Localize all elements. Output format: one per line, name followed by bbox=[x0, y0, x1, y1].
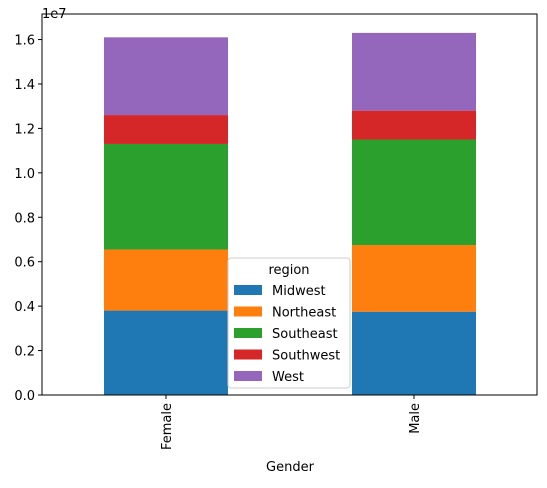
bars-layer bbox=[104, 32, 476, 395]
legend-swatch-midwest bbox=[234, 285, 262, 295]
x-axis: Female Male bbox=[160, 395, 423, 450]
y-tick-label: 0.8 bbox=[14, 211, 35, 226]
legend: region Midwest Northeast Southeast Southwest… bbox=[227, 257, 351, 389]
legend-label-midwest: Midwest bbox=[272, 284, 326, 299]
legend-label-west: West bbox=[272, 370, 304, 385]
legend-label-northeast: Northeast bbox=[272, 306, 336, 321]
y-tick-label: 0.6 bbox=[14, 256, 35, 271]
x-tick-label-female: Female bbox=[160, 403, 175, 450]
y-axis: 0.0 0.2 0.4 0.6 0.8 1.0 1.2 1.4 1.6 bbox=[14, 34, 42, 404]
bar-female-northeast bbox=[104, 249, 228, 311]
y-tick-label: 0.0 bbox=[14, 389, 35, 404]
legend-title: region bbox=[268, 263, 309, 278]
y-tick-label: 1.2 bbox=[14, 122, 35, 137]
y-tick-label: 1.0 bbox=[14, 167, 35, 182]
bar-female-west bbox=[104, 37, 228, 116]
legend-swatch-west bbox=[234, 371, 262, 381]
x-tick-label-male: Male bbox=[408, 403, 423, 434]
y-tick-label: 1.4 bbox=[14, 78, 35, 93]
bar-female-southwest bbox=[104, 115, 228, 144]
bar-male-west bbox=[352, 32, 476, 111]
bar-male-southeast bbox=[352, 139, 476, 246]
x-axis-label: Gender bbox=[266, 460, 315, 475]
bar-female-midwest bbox=[104, 310, 228, 395]
y-offset-label: 1e7 bbox=[42, 7, 67, 22]
legend-swatch-southeast bbox=[234, 328, 262, 338]
y-tick-label: 1.6 bbox=[14, 34, 35, 49]
y-tick-label: 0.4 bbox=[14, 300, 35, 315]
bar-male-midwest bbox=[352, 311, 476, 395]
bar-male-northeast bbox=[352, 245, 476, 312]
plot-frame bbox=[41, 13, 538, 396]
bar-male-southwest bbox=[352, 110, 476, 140]
bar-female-southeast bbox=[104, 143, 228, 250]
y-tick-label: 0.2 bbox=[14, 345, 35, 360]
legend-label-southwest: Southwest bbox=[272, 349, 340, 364]
legend-swatch-southwest bbox=[234, 349, 262, 360]
legend-swatch-northeast bbox=[234, 306, 262, 317]
legend-label-southeast: Southeast bbox=[272, 327, 338, 342]
